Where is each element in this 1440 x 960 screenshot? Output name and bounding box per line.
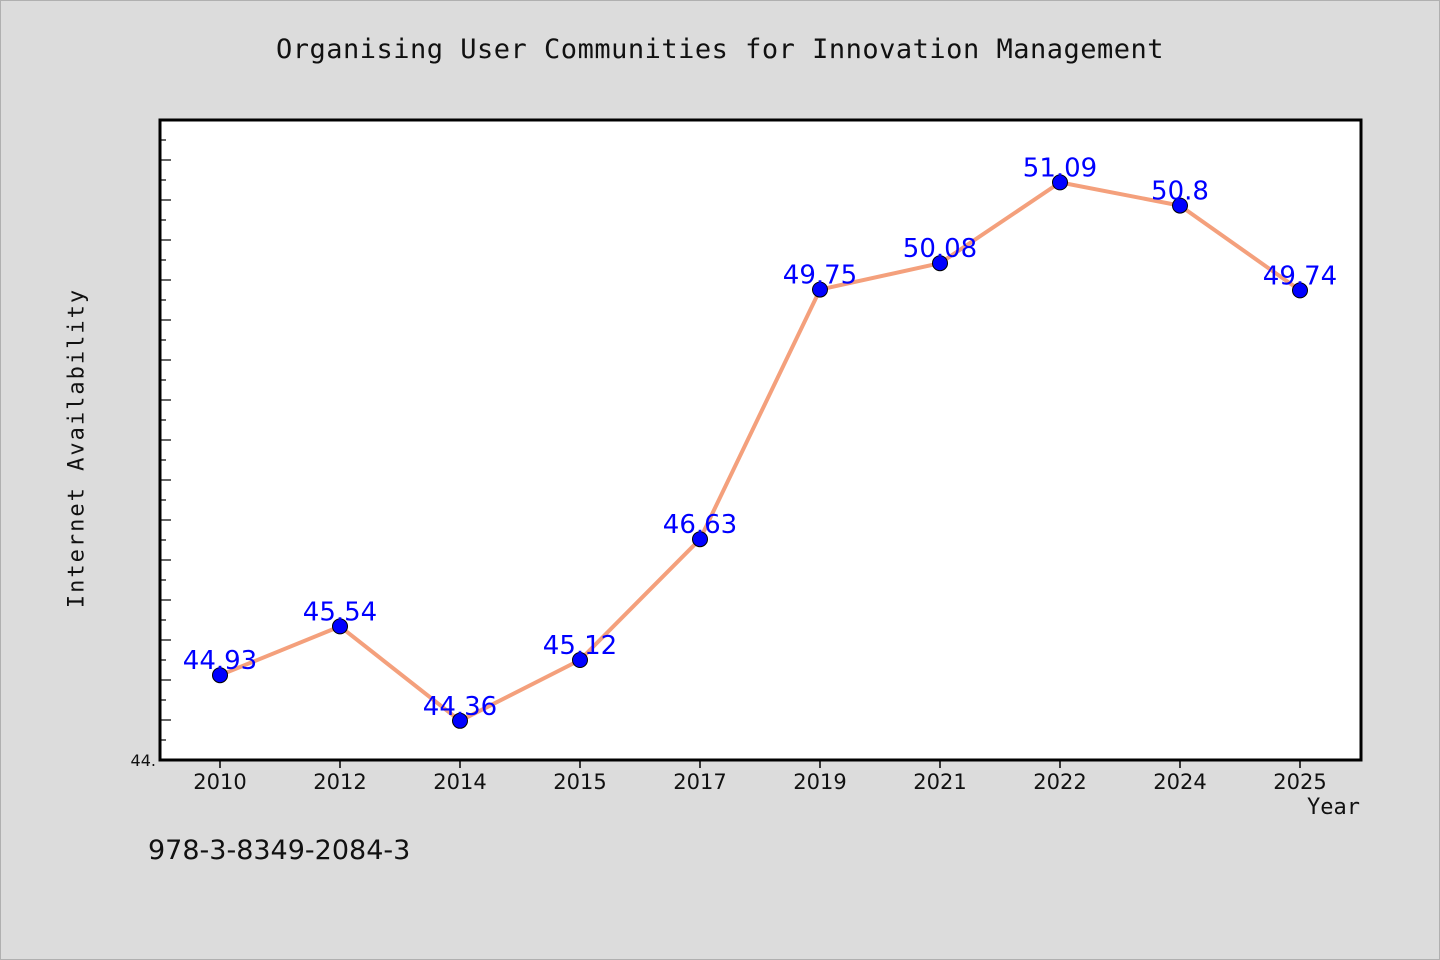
data-label: 44.36 (423, 692, 497, 722)
x-axis-ticks: 2010 2012 2014 2015 2017 2019 2021 2022 2024 2025 (193, 760, 1327, 794)
x-tick-label: 2024 (1153, 770, 1206, 794)
data-label: 45.54 (303, 597, 377, 627)
series-line (219, 180, 1302, 723)
data-label: 51.09 (1023, 153, 1097, 183)
x-tick-label: 2015 (553, 770, 606, 794)
data-point (932, 255, 948, 272)
data-label: 49.74 (1263, 261, 1337, 291)
y-tick-label: 44. (131, 751, 156, 770)
data-label: 49.75 (783, 261, 857, 291)
data-label: 45.12 (543, 631, 617, 661)
plot-border (158, 118, 1363, 762)
data-point (572, 652, 588, 668)
data-label: 50.8 (1151, 177, 1209, 207)
data-point (812, 281, 828, 298)
data-markers (212, 174, 1308, 729)
data-label: 46.63 (663, 510, 737, 540)
footnote-isbn: 978-3-8349-2084-3 (148, 835, 411, 866)
x-tick-label: 2021 (913, 770, 966, 794)
data-point (692, 531, 708, 548)
data-point (452, 712, 468, 729)
data-point (332, 618, 348, 635)
data-point (212, 667, 228, 684)
data-label: 44.93 (183, 646, 257, 676)
x-tick-label: 2019 (793, 770, 846, 794)
data-point (1172, 197, 1188, 214)
chart-title: Organising User Communities for Innovati… (275, 34, 1165, 65)
plot-area (160, 120, 1361, 760)
x-tick-label: 2010 (193, 770, 246, 794)
data-labels: 44.93 45.54 44.36 45.12 46.63 49.75 50.08 51.09… (183, 153, 1337, 721)
x-tick-label: 2012 (313, 770, 366, 794)
data-label: 50.08 (903, 234, 977, 264)
x-tick-label: 2025 (1273, 770, 1326, 794)
x-tick-label: 2017 (673, 770, 726, 794)
x-axis-label: Year (1307, 795, 1360, 820)
x-tick-label: 2022 (1033, 770, 1086, 794)
data-point (1052, 174, 1068, 191)
x-tick-label: 2014 (433, 770, 486, 794)
data-point (1292, 282, 1308, 299)
